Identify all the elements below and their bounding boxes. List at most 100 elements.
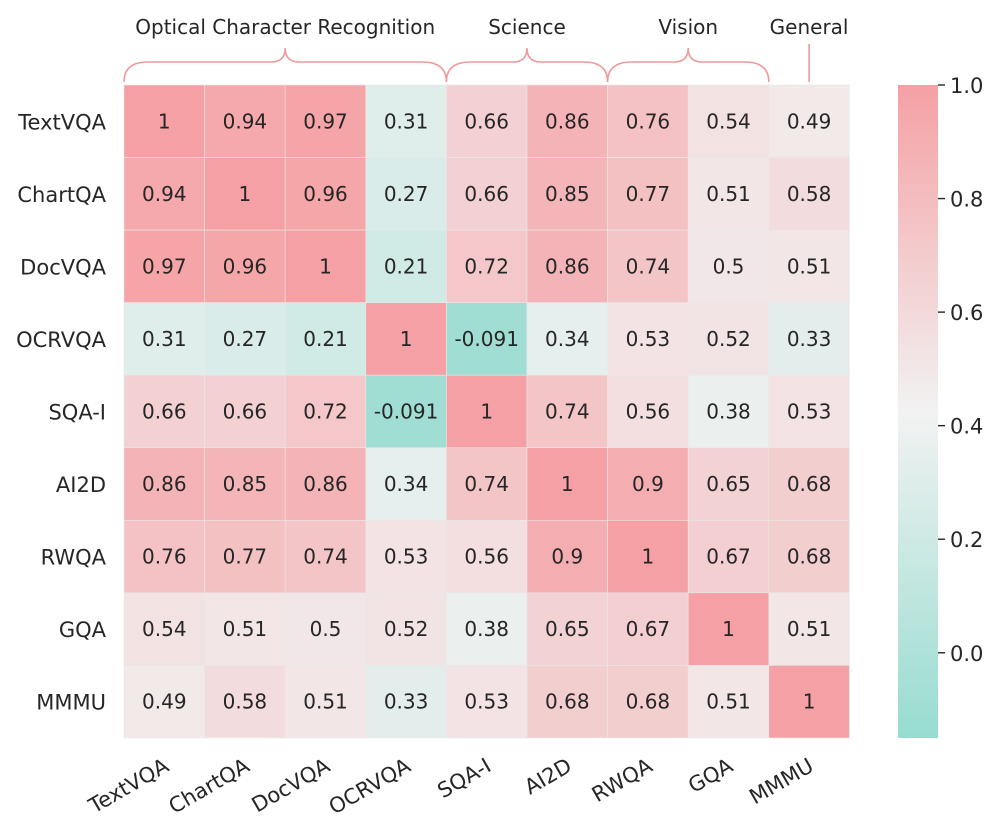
y-tick-label: GQA [59,618,107,642]
heatmap-cell [768,447,850,521]
heatmap-cell [365,84,447,158]
x-tick-label: AI2D [520,753,575,799]
cell-value-label: 0.96 [223,254,268,278]
cell-value-label: 0.27 [223,327,268,351]
heatmap-cell [687,447,770,521]
group-label: Vision [658,15,718,39]
heatmap-cell [526,374,608,449]
cell-value-label: -0.091 [374,399,438,423]
cell-value-label: 0.53 [626,327,671,351]
heatmap-cell [204,302,286,376]
heatmap-cell [365,592,447,666]
cell-value-label: -0.091 [454,327,518,351]
heatmap-cell [768,229,850,303]
heatmap-cell [284,229,367,303]
heatmap-cell [446,447,528,521]
cell-value-label: 0.34 [545,327,590,351]
heatmap-cell [607,665,689,739]
cell-value-label: 0.86 [303,472,348,496]
cell-value-label: 0.58 [787,182,832,206]
x-tick-label: MMMU [745,753,817,809]
cell-value-label: 0.31 [384,109,429,133]
cell-value-label: 0.53 [384,545,429,569]
cell-value-label: 0.54 [706,109,751,133]
heatmap-cell [123,447,205,521]
heatmap-cell [687,302,770,376]
heatmap-cell [607,592,689,666]
cell-value-label: 0.66 [223,399,268,423]
colorbar-tick-label: 0.6 [950,301,983,325]
cell-value-label: 0.76 [626,109,671,133]
heatmap-cell [284,519,367,594]
heatmap-cell [123,374,205,449]
heatmap-cell [526,592,608,666]
heatmap-cell [687,157,770,231]
cell-value-label: 1 [642,545,655,569]
heatmap-cell [204,519,286,594]
cell-value-label: 1 [722,617,735,641]
x-tick-label: RWQA [588,753,657,807]
cell-value-label: 1 [803,690,816,714]
cell-value-label: 0.53 [787,399,832,423]
group-bracket [123,47,448,83]
heatmap-cell [284,84,367,158]
cell-value-label: 0.66 [464,109,509,133]
y-tick-label: ChartQA [17,183,106,207]
heatmap-cell [446,84,528,158]
cell-value-label: 0.49 [787,109,832,133]
heatmap-cell [526,447,608,521]
heatmap-cell [204,84,286,158]
heatmap-cell [526,157,608,231]
cell-value-label: 0.65 [706,472,751,496]
cell-value-label: 0.9 [632,472,664,496]
heatmap-cell [768,302,850,376]
heatmap-cell [607,519,689,594]
x-tick-label: DocVQA [248,753,335,817]
cell-value-label: 0.5 [713,254,745,278]
heatmap-cell [365,157,447,231]
colorbar [898,85,938,738]
y-tick-label: RWQA [41,546,107,570]
cell-value-label: 0.58 [223,690,268,714]
heatmap-cell [446,519,528,594]
cell-value-label: 0.85 [223,472,268,496]
cell-value-label: 1 [400,327,413,351]
heatmap-cell [365,302,447,376]
cell-value-label: 0.38 [464,617,509,641]
heatmap-cell [204,229,286,303]
colorbar-tick-label: 0.0 [950,642,983,666]
x-tick-label: TextVQA [84,753,173,818]
cell-value-label: 0.52 [706,327,751,351]
x-tick-label: OCRVQA [325,753,415,819]
heatmap-cell [123,229,205,303]
cell-value-label: 0.56 [464,545,509,569]
cell-value-label: 0.67 [626,617,671,641]
colorbar-tick-label: 0.4 [950,415,983,439]
heatmap-cell [365,665,447,739]
heatmap-cell [768,374,850,449]
cell-value-label: 1 [239,182,252,206]
cell-value-label: 0.97 [142,254,187,278]
cell-value-label: 0.74 [626,254,671,278]
cell-value-label: 0.68 [545,690,590,714]
y-tick-label: MMMU [36,691,106,715]
heatmap-cell [768,592,850,666]
heatmap-cell [284,447,367,521]
cell-value-label: 0.66 [142,399,187,423]
cell-value-label: 0.67 [706,545,751,569]
x-tick-label: ChartQA [165,753,254,818]
heatmap-cell [204,447,286,521]
cell-value-label: 0.72 [303,399,348,423]
cell-value-label: 0.9 [551,545,583,569]
heatmap-cell [204,374,286,449]
heatmap-cell [284,374,367,449]
cell-value-label: 0.74 [464,472,509,496]
heatmap-cell [607,374,689,449]
heatmap-cell [123,157,205,231]
heatmap-cell [446,157,528,231]
cell-value-label: 0.77 [223,545,268,569]
cell-value-label: 0.72 [464,254,509,278]
cell-value-label: 0.86 [142,472,187,496]
cell-value-label: 0.74 [303,545,348,569]
group-bracket [606,47,770,83]
